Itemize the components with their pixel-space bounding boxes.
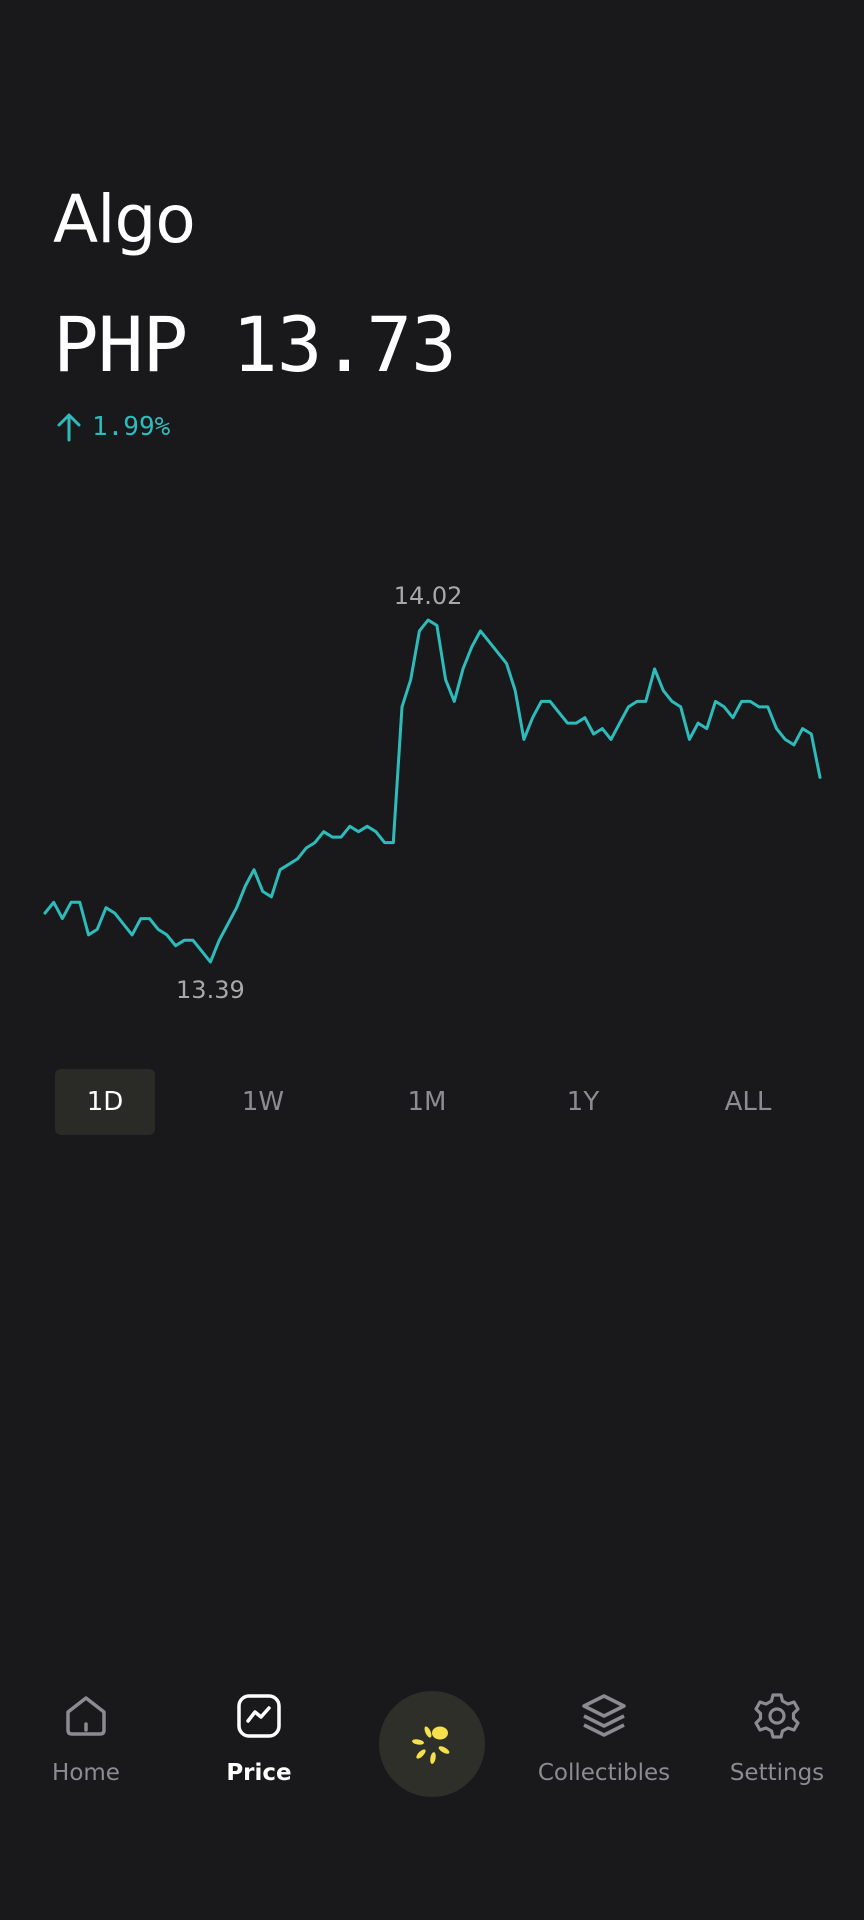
nav-settings-label: Settings xyxy=(729,1760,825,1786)
price-change-value: 1.99% xyxy=(92,412,171,442)
nav-settings[interactable]: Settings xyxy=(697,1690,857,1786)
nav-price-label: Price xyxy=(226,1760,292,1786)
price-value: 13.73 xyxy=(232,300,457,389)
price-currency: PHP xyxy=(53,300,188,389)
price-chart[interactable]: 14.02 13.39 xyxy=(0,560,864,1020)
home-icon xyxy=(66,1696,106,1736)
chart-low-label: 13.39 xyxy=(176,976,245,1004)
layers-icon xyxy=(582,1694,626,1737)
asset-name: Algo xyxy=(53,181,196,258)
nav-collectibles[interactable]: Collectibles xyxy=(524,1690,684,1786)
time-range-selector: 1D 1W 1M 1Y ALL xyxy=(55,1069,825,1135)
price-line xyxy=(43,618,822,964)
arrow-up-icon xyxy=(57,413,81,442)
price-display: PHP 13.73 xyxy=(53,300,457,390)
chart-icon xyxy=(237,1694,281,1738)
range-1m-button[interactable]: 1M xyxy=(407,1087,447,1117)
range-1y-button[interactable]: 1Y xyxy=(566,1087,600,1117)
nav-collectibles-label: Collectibles xyxy=(537,1760,671,1786)
nav-home[interactable]: Home xyxy=(6,1690,166,1786)
gear-icon xyxy=(754,1693,800,1739)
nav-home-label: Home xyxy=(52,1760,120,1786)
chart-high-label: 14.02 xyxy=(394,582,463,610)
range-1w-button[interactable]: 1W xyxy=(241,1087,285,1117)
center-action-button[interactable] xyxy=(379,1691,485,1797)
bottom-navigation: Home Price Collectibles Setti xyxy=(0,1680,864,1820)
price-change: 1.99% xyxy=(56,410,170,444)
range-1d-button[interactable]: 1D xyxy=(55,1069,155,1135)
range-all-button[interactable]: ALL xyxy=(724,1087,772,1117)
nav-price[interactable]: Price xyxy=(179,1690,339,1786)
sunburst-icon xyxy=(412,1726,450,1764)
